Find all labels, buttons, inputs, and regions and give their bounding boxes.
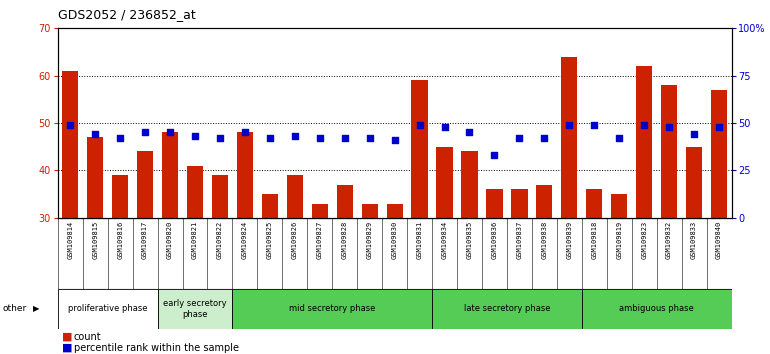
Bar (411, 80, 427, 354)
Point (563, 122, 575, 128)
Point (464, 130, 476, 135)
Bar (686, 147, 702, 354)
Text: GSM109823: GSM109823 (641, 221, 647, 259)
Bar (362, 204, 378, 354)
Text: GSM109834: GSM109834 (441, 221, 447, 259)
Bar (536, 184, 552, 354)
Text: GSM109836: GSM109836 (491, 221, 497, 259)
Bar (233, 289, 432, 329)
Bar (212, 175, 228, 354)
Bar (586, 189, 602, 354)
Point (363, 135, 376, 141)
Text: proliferative phase: proliferative phase (68, 304, 147, 313)
Point (289, 133, 301, 139)
Point (413, 122, 426, 128)
Bar (461, 152, 477, 354)
Point (638, 122, 651, 128)
Point (263, 135, 276, 141)
Point (688, 132, 700, 137)
Point (538, 135, 551, 141)
Point (189, 133, 201, 139)
Text: GSM109814: GSM109814 (67, 221, 73, 259)
Bar (286, 175, 303, 354)
Point (388, 137, 400, 143)
Bar (162, 132, 178, 354)
Text: GSM109821: GSM109821 (192, 221, 198, 259)
Bar (661, 85, 678, 354)
Bar (87, 137, 103, 354)
Bar (561, 57, 578, 354)
Point (164, 130, 176, 135)
Text: GSM109828: GSM109828 (342, 221, 348, 259)
Point (588, 122, 601, 128)
Point (713, 124, 725, 130)
Text: GSM109827: GSM109827 (316, 221, 323, 259)
Text: GSM109830: GSM109830 (392, 221, 397, 259)
Bar (437, 147, 453, 354)
Bar (432, 289, 582, 329)
Text: GSM109829: GSM109829 (367, 221, 373, 259)
Text: GSM109833: GSM109833 (691, 221, 697, 259)
Text: GSM109826: GSM109826 (292, 221, 298, 259)
Text: ambiguous phase: ambiguous phase (619, 304, 694, 313)
Point (239, 130, 251, 135)
Point (214, 135, 226, 141)
Bar (636, 66, 652, 354)
Bar (511, 189, 527, 354)
Point (339, 135, 351, 141)
Text: GDS2052 / 236852_at: GDS2052 / 236852_at (58, 8, 196, 21)
Bar (58, 289, 158, 329)
Text: GSM109820: GSM109820 (167, 221, 173, 259)
Text: count: count (74, 332, 102, 342)
Bar (237, 132, 253, 354)
Bar (611, 194, 628, 354)
Bar (711, 90, 727, 354)
Text: ▶: ▶ (33, 304, 39, 313)
Point (613, 135, 625, 141)
Bar (112, 175, 129, 354)
Text: late secretory phase: late secretory phase (464, 304, 551, 313)
Text: GSM109815: GSM109815 (92, 221, 99, 259)
Text: other: other (2, 304, 26, 313)
Text: GSM109818: GSM109818 (591, 221, 598, 259)
Point (313, 135, 326, 141)
Point (663, 124, 675, 130)
Text: GSM109837: GSM109837 (517, 221, 522, 259)
Bar (487, 189, 503, 354)
Bar (387, 204, 403, 354)
Bar (262, 194, 278, 354)
Text: GSM109825: GSM109825 (267, 221, 273, 259)
Text: ■: ■ (62, 343, 72, 353)
Text: GSM109817: GSM109817 (142, 221, 148, 259)
Bar (62, 71, 79, 354)
Point (438, 124, 450, 130)
Text: GSM109824: GSM109824 (242, 221, 248, 259)
Text: GSM109832: GSM109832 (666, 221, 672, 259)
Bar (336, 184, 353, 354)
Bar (158, 289, 233, 329)
Text: GSM109831: GSM109831 (417, 221, 423, 259)
Bar (582, 289, 732, 329)
Point (89, 132, 102, 137)
Text: GSM109839: GSM109839 (566, 221, 572, 259)
Text: GSM109838: GSM109838 (541, 221, 547, 259)
Point (488, 152, 500, 158)
Text: GSM109840: GSM109840 (716, 221, 722, 259)
Point (114, 135, 126, 141)
Point (514, 135, 526, 141)
Text: mid secretory phase: mid secretory phase (289, 304, 376, 313)
Bar (312, 204, 328, 354)
Bar (187, 166, 203, 354)
Text: GSM109822: GSM109822 (217, 221, 223, 259)
Text: GSM109816: GSM109816 (117, 221, 123, 259)
Text: ■: ■ (62, 332, 72, 342)
Text: GSM109835: GSM109835 (467, 221, 473, 259)
Bar (137, 152, 153, 354)
Text: early secretory
phase: early secretory phase (163, 299, 227, 319)
Point (64, 122, 76, 128)
Text: percentile rank within the sample: percentile rank within the sample (74, 343, 239, 353)
Point (139, 130, 151, 135)
Text: GSM109819: GSM109819 (616, 221, 622, 259)
